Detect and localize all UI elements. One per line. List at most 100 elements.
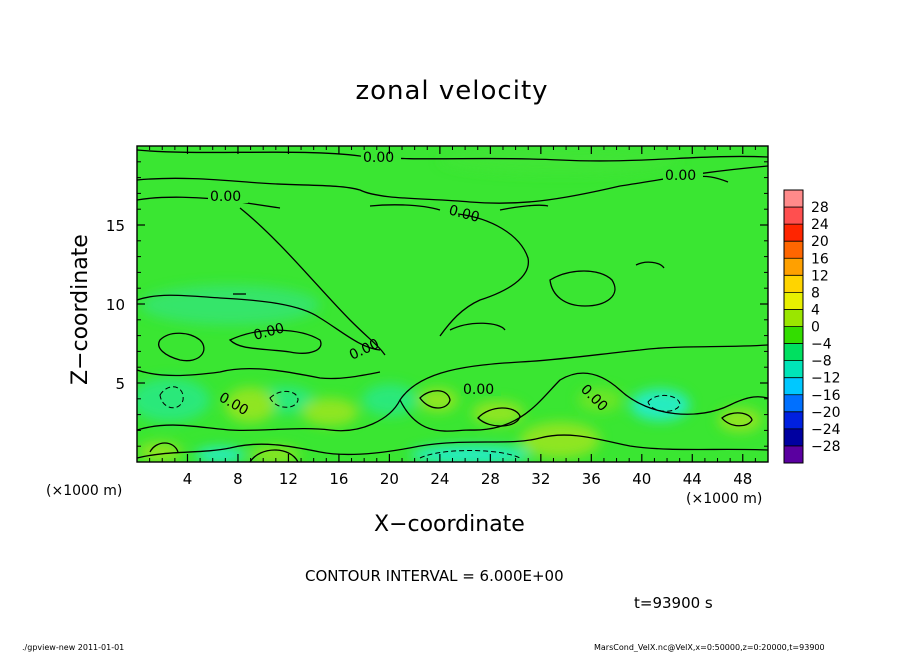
- footer-source: MarsCond_VelX.nc@VelX,x=0:50000,z=0:2000…: [594, 643, 825, 652]
- contour-label: 0.00: [363, 150, 394, 166]
- colorbar-label: 12: [811, 268, 829, 284]
- y-axis-ticks: 5 10 15: [106, 161, 768, 447]
- contour-line: [228, 329, 322, 354]
- x-tick-label: 32: [531, 470, 550, 488]
- x-tick-label: 16: [329, 470, 348, 488]
- colorbar-label: −16: [811, 388, 841, 404]
- contour-line: [369, 204, 441, 211]
- colorbar-label: −20: [811, 405, 841, 421]
- x-tick-label: 24: [430, 470, 449, 488]
- y-axis-label: Z−coordinate: [68, 234, 93, 385]
- time-label: t=93900 s: [634, 594, 713, 612]
- x-tick-label: 36: [582, 470, 601, 488]
- contour-label: 0.00: [252, 320, 286, 344]
- x-tick-label: 48: [733, 470, 752, 488]
- x-axis-ticks: 4 8 12 16 20 24 28 32 36 40 44 48: [149, 146, 756, 488]
- contour-line: [419, 390, 451, 409]
- colorbar-label: −12: [811, 371, 841, 387]
- colorbar-label: −4: [811, 337, 832, 353]
- contour-line: [149, 442, 179, 453]
- contour-field: 0.00 0.00 0.00 0.00 0.00 0.00 0.00 0.00 …: [137, 146, 768, 462]
- colorbar-swatch: [784, 241, 803, 259]
- colorbar-swatch: [784, 275, 803, 293]
- x-tick-label: 4: [183, 470, 193, 488]
- negative-contour: [647, 395, 681, 412]
- contour-line: [137, 344, 768, 432]
- colorbar-swatch: [784, 258, 803, 276]
- lime-patch: [520, 422, 600, 458]
- lime-patch: [250, 447, 300, 462]
- contour-line: [137, 149, 768, 162]
- y-tick-label: 10: [106, 296, 125, 314]
- colorbar-swatch: [784, 292, 803, 310]
- cyan-patch: [630, 389, 690, 421]
- y-tick-label: 5: [115, 375, 125, 393]
- contour-line: [635, 261, 665, 269]
- chart-title: zonal velocity: [355, 76, 549, 106]
- contour-line: [137, 368, 381, 380]
- contour-line: [721, 412, 753, 427]
- lime-patch: [138, 442, 182, 462]
- cyan-patch: [137, 378, 210, 422]
- colorbar-swatch: [784, 207, 803, 225]
- colorbar-swatch: [784, 377, 803, 395]
- colorbar-swatch: [784, 360, 803, 378]
- negative-contour: [269, 391, 299, 408]
- colorbar-swatch: [784, 394, 803, 412]
- lime-patch: [472, 401, 524, 425]
- contour-label: 0.00: [665, 168, 696, 184]
- contour-line: [137, 165, 768, 204]
- x-tick-label: 44: [683, 470, 702, 488]
- contour-line: [399, 372, 768, 432]
- colorbar-swatch: [784, 445, 803, 463]
- cyan-patch: [140, 285, 320, 325]
- contour-line: [449, 322, 506, 331]
- lime-patch: [225, 387, 275, 423]
- x-unit-label-left: (×1000 m): [46, 483, 123, 499]
- contour-line: [549, 270, 616, 307]
- lime-patch: [302, 398, 358, 426]
- colorbar-swatch: [784, 190, 803, 208]
- colorbar-swatch: [784, 309, 803, 327]
- colorbar-label: 24: [811, 217, 829, 233]
- colorbar-swatch: [784, 326, 803, 344]
- contour-line: [439, 213, 529, 337]
- x-tick-label: 8: [233, 470, 243, 488]
- lime-patch: [578, 388, 622, 412]
- colorbar-label: 28: [811, 200, 829, 216]
- negative-contour: [419, 450, 521, 459]
- colorbar-label: 4: [811, 302, 820, 318]
- contour-line: [249, 449, 299, 462]
- x-tick-label: 20: [380, 470, 399, 488]
- contour-line: [239, 207, 386, 356]
- contour-label: 0.00: [463, 382, 494, 398]
- contour-line: [158, 332, 205, 362]
- contour-line: [137, 294, 381, 351]
- colorbar-label: −8: [811, 354, 832, 370]
- y-tick-label: 15: [106, 217, 125, 235]
- colorbar-label: 16: [811, 251, 829, 267]
- contour-line: [499, 204, 549, 211]
- x-tick-label: 12: [279, 470, 298, 488]
- colorbar-swatch: [784, 411, 803, 429]
- colorbar-label: 20: [811, 234, 829, 250]
- x-tick-label: 28: [481, 470, 500, 488]
- x-tick-label: 40: [632, 470, 651, 488]
- colorbar-label: 0: [811, 320, 820, 336]
- contour-label: 0.00: [210, 189, 241, 205]
- colorbar-label: −24: [811, 422, 841, 438]
- contour-line: [477, 407, 521, 427]
- colorbar-swatch: [784, 428, 803, 446]
- dashed-contours: [159, 386, 681, 459]
- contour-label: 0.00: [447, 202, 481, 226]
- contour-line: [137, 434, 768, 459]
- negative-contour: [159, 386, 184, 409]
- colorbar-swatch: [784, 343, 803, 361]
- x-axis-label: X−coordinate: [374, 512, 525, 537]
- colorbar-swatch: [784, 224, 803, 242]
- colorbar-label: −28: [811, 439, 841, 455]
- colorbar-label: 8: [811, 285, 820, 301]
- contour-lines: [137, 149, 768, 462]
